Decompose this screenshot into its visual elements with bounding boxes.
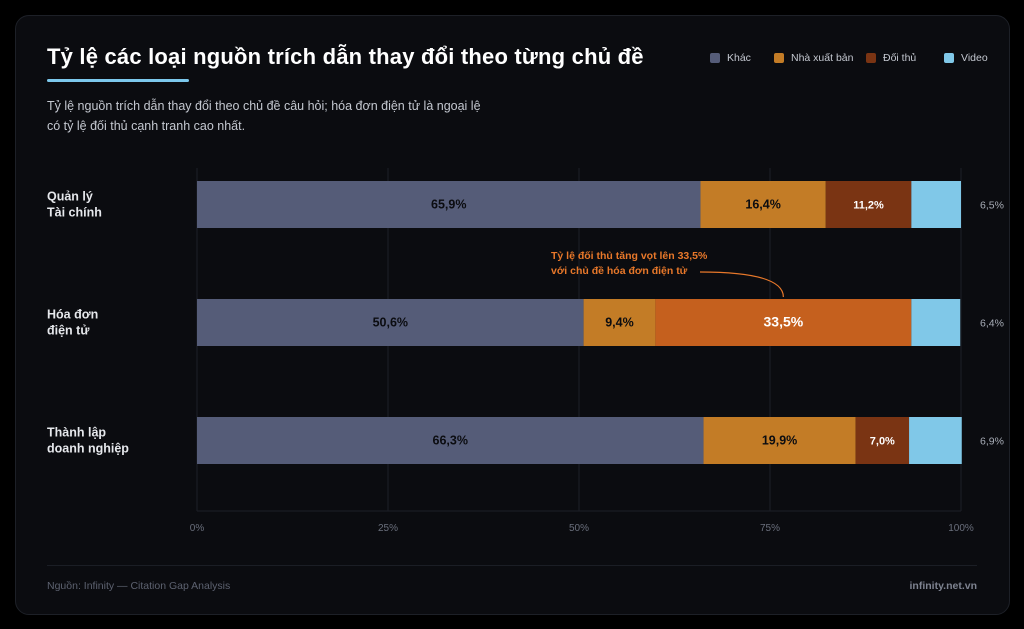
- legend-label-nha-xuat-ban: Nhà xuất bản: [791, 52, 854, 64]
- bar-segment-1-2: [703, 417, 856, 464]
- bar-segment-2-1: [655, 299, 912, 346]
- title-underline: [47, 79, 189, 82]
- data-label-1-0: 16,4%: [745, 198, 780, 212]
- data-label-0-0: 65,9%: [431, 198, 466, 212]
- data-label-3-1: 6,4%: [980, 318, 1004, 330]
- legend-swatch-doi-thu: [866, 53, 876, 63]
- data-label-3-2: 6,9%: [980, 436, 1004, 448]
- bar-segment-0-2: [197, 417, 704, 464]
- chart-title: Tỷ lệ các loại nguồn trích dẫn thay đổi …: [47, 44, 644, 69]
- data-label-2-2: 7,0%: [870, 436, 895, 448]
- data-label-0-2: 66,3%: [433, 434, 468, 448]
- legend-item-video: Video: [944, 52, 988, 64]
- x-tick-label-75: 75%: [760, 523, 780, 534]
- legend-item-khac: Khác: [710, 52, 751, 64]
- bar-segment-2-0: [825, 181, 912, 228]
- x-tick-label-50: 50%: [569, 523, 589, 534]
- annotation-connector: [699, 271, 784, 298]
- data-label-1-2: 19,9%: [762, 434, 797, 448]
- legend-swatch-khac: [710, 53, 720, 63]
- legend-label-doi-thu: Đối thủ: [883, 52, 917, 64]
- legend-item-doi-thu: Đối thủ: [866, 52, 916, 64]
- bar-segment-0-0: [197, 181, 701, 228]
- bar-segment-2-2: [855, 417, 910, 464]
- data-label-1-1: 9,4%: [605, 316, 634, 330]
- legend-swatch-nha-xuat-ban: [774, 53, 784, 63]
- legend-label-khac: Khác: [727, 52, 751, 64]
- x-tick-label-100: 100%: [948, 523, 974, 534]
- bar-segment-1-1: [583, 299, 656, 346]
- bar-segment-1-0: [700, 181, 826, 228]
- data-label-3-0: 6,5%: [980, 200, 1004, 212]
- footer-divider: [47, 565, 977, 566]
- source-note: Nguồn: Infinity — Citation Gap Analysis: [47, 580, 231, 592]
- legend-item-nha-xuat-ban: Nhà xuất bản: [774, 52, 853, 64]
- x-tick-label-25: 25%: [378, 523, 398, 534]
- data-label-0-1: 50,6%: [373, 316, 408, 330]
- category-label-1: Hóa đơn điện tử: [47, 308, 98, 338]
- bar-segment-3-2: [909, 417, 962, 464]
- legend-label-video: Video: [961, 52, 988, 64]
- category-label-2: Thành lập doanh nghiệp: [47, 426, 129, 456]
- legend-swatch-video: [944, 53, 954, 63]
- bar-segment-3-0: [911, 181, 961, 228]
- annotation-text: Tỷ lệ đối thủ tăng vọt lên 33,5% với chủ …: [551, 250, 708, 277]
- category-label-0: Quản lý Tài chính: [47, 190, 102, 220]
- site-link[interactable]: infinity.net.vn: [909, 580, 977, 592]
- chart-subtitle: Tỷ lệ nguồn trích dẫn thay đổi theo chủ …: [47, 99, 481, 133]
- x-tick-label-0: 0%: [190, 523, 205, 534]
- data-label-2-0: 11,2%: [853, 200, 884, 212]
- data-label-2-1: 33,5%: [764, 314, 804, 330]
- bar-segment-0-1: [197, 299, 584, 346]
- bar-segment-3-1: [911, 299, 961, 346]
